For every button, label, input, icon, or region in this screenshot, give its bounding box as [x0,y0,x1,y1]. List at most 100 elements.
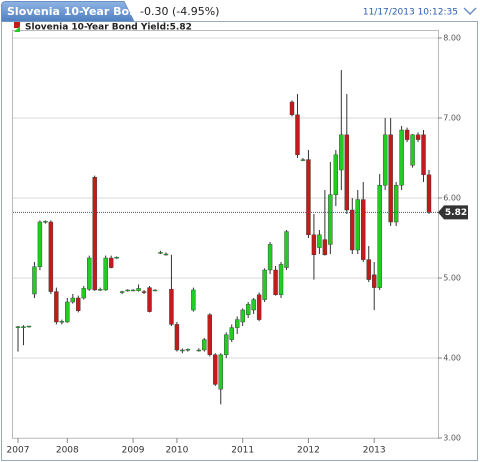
legend: Slovenia 10-Year Bond Yield:5.82 [25,23,192,33]
timestamp: 11/17/2013 10:12:35 [363,8,458,18]
candle-body [366,259,371,280]
x-tick-label: 2012 [297,446,320,456]
candle-body [382,134,388,186]
y-tick-label: 3.00 [443,434,461,443]
candle-body [207,314,213,355]
candle-body [21,326,26,328]
change: -0.30 (-4.95%) [140,5,219,18]
candle-body [196,349,202,352]
candle-body [163,253,169,256]
x-tick-label: 2007 [7,446,30,456]
candle-body [180,349,185,352]
candle-body [108,257,114,268]
x-tick-label: 2008 [56,446,79,456]
y-tick-label: 6.00 [443,194,461,203]
candle-body [421,134,426,176]
candle-body [48,221,54,292]
legend-icon-up [14,26,20,32]
candle-body [289,101,295,116]
candle-body [191,289,196,311]
candle-body [372,274,377,288]
candle-body [65,301,70,323]
tab[interactable] [1,1,135,22]
panel [1,21,478,461]
x-tick-label: 2010 [165,446,188,456]
candle-body [54,291,59,323]
candle-body [333,154,339,196]
candle-body [125,289,130,292]
candle-body [43,220,48,223]
candle-body [355,199,360,251]
candle-body [87,257,92,290]
candle-body [404,129,410,140]
candle-body [141,291,147,293]
candle-body [169,289,174,325]
candle-body [311,234,317,256]
legend-icon [14,22,20,28]
candle-body [361,199,366,260]
y-tick-label: 7.00 [443,114,461,123]
y-tick-label: 8.00 [443,34,461,43]
candle-body [339,134,344,171]
y-tick-label: 4.00 [443,354,461,363]
candle-body [262,269,267,300]
y-tick-label: 5.00 [443,274,461,283]
candle-body [174,324,180,351]
candle-body [256,294,262,320]
candle-body [103,257,108,291]
candle-body [306,159,311,236]
candle-body [97,289,103,291]
candle-body [26,325,32,328]
candle-body [59,321,65,323]
candle-body [119,291,125,293]
candle-body [245,304,251,315]
candle-body [415,134,421,140]
candle-body [295,114,300,156]
x-tick-label: 2013 [363,446,386,456]
candle-body [267,244,273,271]
candle-body [224,334,229,355]
candle-body [273,269,278,295]
last-value-label: 5.82 [445,208,467,218]
candle-body [81,288,86,299]
candle-body [350,209,355,251]
candle-body [300,159,306,161]
candle-body [76,297,81,312]
last-value-box [438,205,468,220]
candle-body [147,287,152,312]
candle-body [317,234,322,248]
candle-body [213,354,218,385]
candle-body [218,354,223,390]
candle-body [377,184,382,288]
candle-body [328,194,333,245]
candle-body [37,221,43,267]
candle-body [70,297,76,303]
candle-body [284,231,289,268]
candle-body [278,264,284,295]
candle-body [130,289,136,292]
x-tick-label: 2011 [231,446,254,456]
candle-body [426,174,432,213]
candle-body [322,239,328,256]
candle-body [399,129,404,186]
dropdown[interactable] [463,7,477,16]
candle-body [32,266,37,295]
candle-body [92,176,97,291]
candle-body [251,299,256,311]
candle-body [234,319,240,328]
candle-body [240,309,245,323]
candle-body [393,184,399,223]
x-tick-label: 2009 [122,446,145,456]
candle-body [202,339,207,351]
candle-body [410,134,415,166]
candle-body [15,326,21,328]
candle-body [388,134,393,223]
candle-body [136,288,141,291]
candle-body [185,349,191,351]
candle-body [158,252,163,254]
tab-title: Slovenia 10-Year Bo... [7,5,142,18]
candle-body [152,289,158,292]
candle-body [114,257,119,259]
